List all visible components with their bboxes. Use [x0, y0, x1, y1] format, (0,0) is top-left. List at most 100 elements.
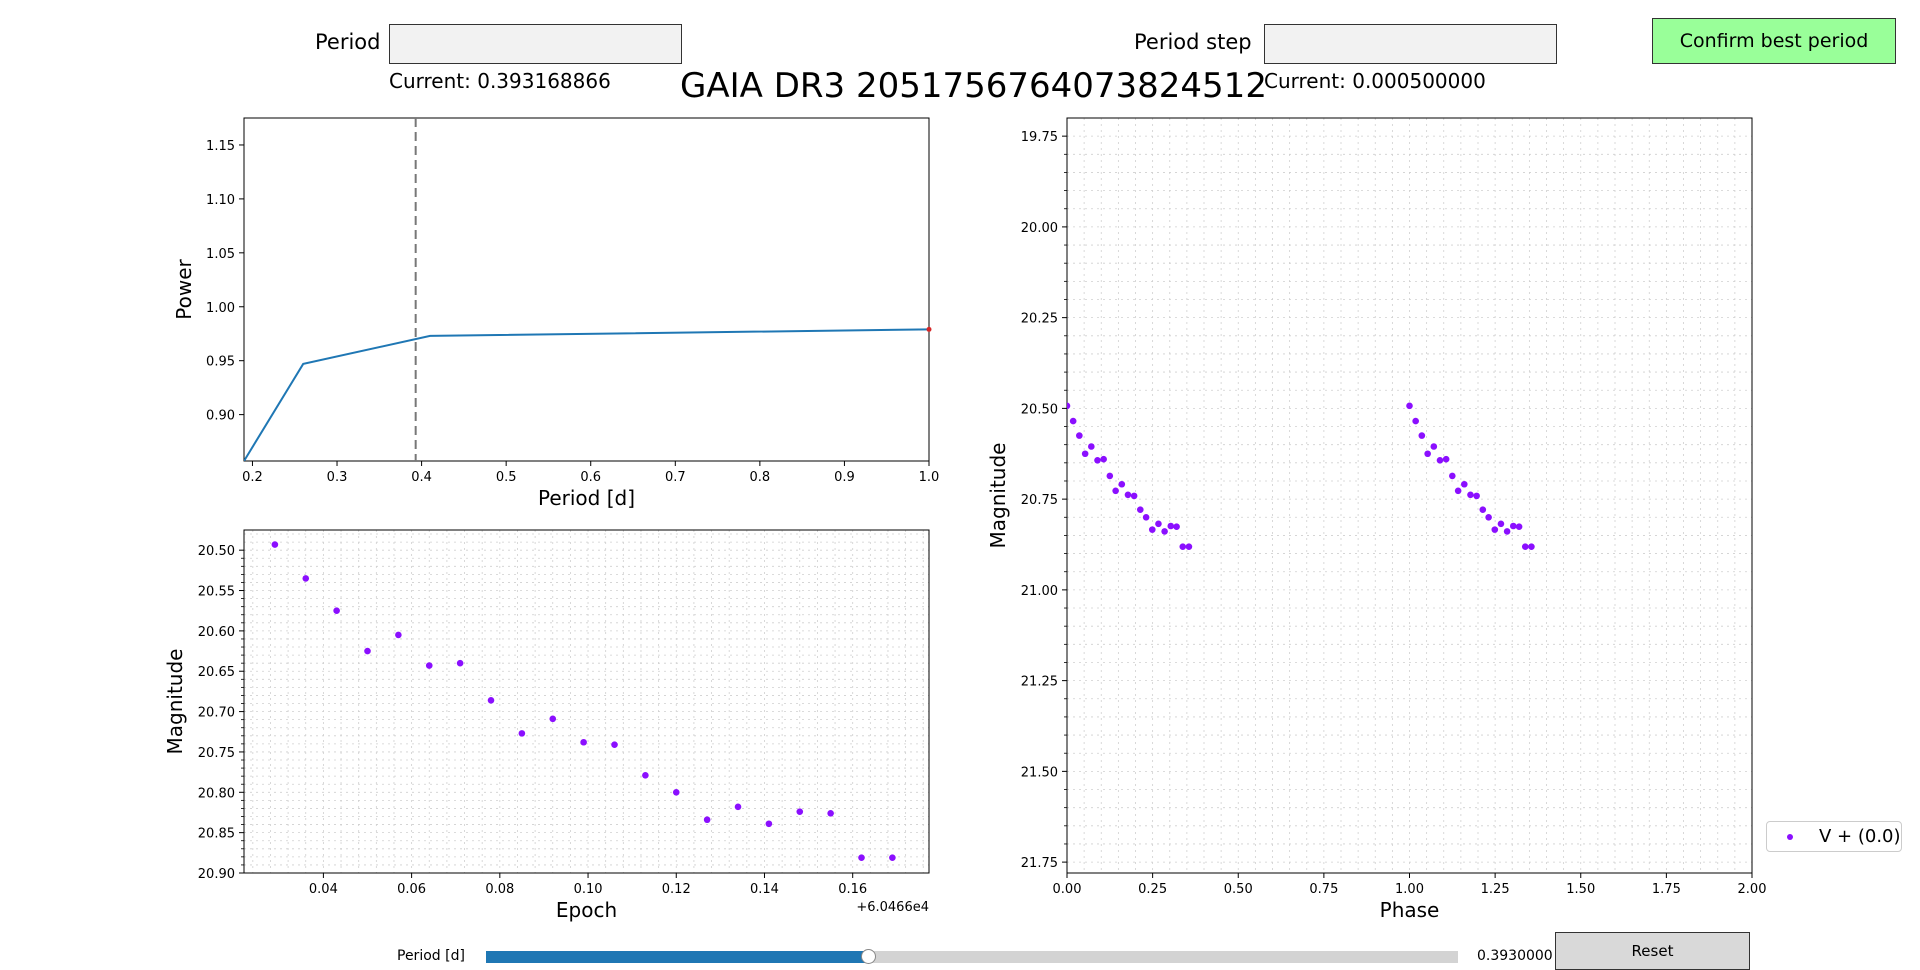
x-tick-label: 0.2 [242, 470, 263, 485]
data-point [1148, 526, 1156, 533]
x-tick-label: 1.25 [1481, 882, 1510, 897]
data-point-repeated [1467, 491, 1474, 499]
y-axis-label: Magnitude [163, 649, 187, 755]
data-point [1173, 523, 1180, 531]
data-point [518, 730, 526, 737]
data-point [1076, 432, 1083, 439]
x-tick-label: 0.9 [834, 470, 855, 485]
data-point [642, 772, 649, 779]
x-tick-label: 0.6 [580, 470, 601, 485]
axes-frame [243, 529, 930, 874]
data-point [703, 816, 711, 824]
x-tick-label: 0.5 [496, 470, 517, 485]
y-tick-label: 20.85 [198, 827, 235, 842]
data-point [1069, 417, 1077, 425]
period-step-current-text: Current: 0.000500000 [1264, 69, 1486, 93]
data-point [364, 647, 371, 655]
legend-label: V + (0.0) [1819, 826, 1901, 847]
axes-frame [243, 117, 930, 462]
period-slider-handle[interactable] [860, 949, 876, 964]
x-tick-label: 1.50 [1566, 882, 1595, 897]
data-point-repeated [1412, 417, 1419, 425]
y-tick-label: 0.90 [206, 409, 235, 424]
data-point-repeated [1406, 402, 1413, 410]
y-tick-label: 19.75 [1021, 130, 1058, 145]
y-tick-label: 20.75 [198, 746, 235, 761]
data-point [271, 541, 279, 548]
data-point [580, 738, 587, 746]
phased-chart: 0.00 0.25 0.50 0.75 1.00 1.25 1.50 1.75 2.00 19.7… [986, 117, 1767, 922]
reset-button[interactable]: Reset [1555, 932, 1750, 970]
y-axis-label: Magnitude [986, 443, 1010, 549]
slider-value-text: 0.3930000 [1477, 948, 1553, 964]
data-point-repeated [1491, 526, 1499, 533]
data-point-repeated [1485, 513, 1492, 521]
data-point [734, 803, 742, 811]
y-tick-label: 1.15 [206, 139, 235, 154]
data-point-repeated [1436, 456, 1444, 464]
data-point [611, 741, 618, 748]
data-point [302, 575, 310, 582]
y-tick-label: 21.50 [1021, 765, 1058, 780]
lightcurve-chart: 0.04 0.06 0.08 0.10 0.12 0.14 0.16 20.50 20.55 20… [163, 529, 930, 922]
y-tick-label: 1.00 [206, 301, 235, 316]
data-point-repeated [1479, 506, 1487, 513]
y-tick-label: 20.25 [1021, 312, 1058, 327]
data-point-repeated [1461, 480, 1468, 488]
data-point [1136, 506, 1144, 513]
x-tick-label: 0.06 [397, 882, 426, 897]
x-tick-label: 1.75 [1652, 882, 1681, 897]
period-label: Period [315, 30, 381, 54]
y-tick-label: 1.10 [206, 193, 235, 208]
y-tick-label: 20.75 [1021, 493, 1058, 508]
data-point-repeated [1521, 543, 1529, 550]
x-tick-label: 0.04 [309, 882, 338, 897]
period-input[interactable] [389, 24, 682, 64]
x-offset-text: +6.0466e4 [856, 900, 929, 915]
data-point [1106, 472, 1114, 480]
data-point [1161, 528, 1168, 535]
x-tick-label: 0.16 [838, 882, 867, 897]
data-point [1179, 543, 1187, 550]
x-tick-label: 0.7 [665, 470, 686, 485]
data-point [858, 854, 865, 861]
data-point-repeated [1515, 523, 1523, 531]
data-point [1094, 456, 1101, 464]
x-tick-label: 0.50 [1224, 882, 1253, 897]
data-point [1142, 513, 1150, 521]
data-point [796, 808, 804, 815]
y-tick-label: 20.50 [198, 544, 235, 559]
data-point [1100, 455, 1107, 463]
data-point [395, 631, 402, 639]
x-tick-label: 0.4 [411, 470, 432, 485]
x-tick-label: 0.3 [327, 470, 348, 485]
data-point-repeated [1454, 487, 1462, 495]
data-point [549, 715, 557, 723]
data-point [425, 662, 433, 669]
data-point [1081, 450, 1089, 458]
data-point [1067, 402, 1071, 410]
data-point [1167, 522, 1175, 530]
y-tick-label: 20.70 [198, 706, 235, 721]
period-slider-fill [486, 951, 868, 963]
data-point [672, 788, 680, 796]
x-tick-label: 0.75 [1309, 882, 1338, 897]
x-axis-label: Period [d] [538, 486, 635, 510]
x-tick-label: 1.00 [1395, 882, 1424, 897]
x-tick-label: 1.0 [919, 470, 940, 485]
grid [244, 530, 929, 874]
y-tick-label: 20.50 [1021, 402, 1058, 417]
data-point [1124, 491, 1132, 499]
y-tick-label: 21.75 [1021, 856, 1058, 871]
x-tick-label: 2.00 [1738, 882, 1767, 897]
x-axis-label: Phase [1380, 898, 1440, 922]
x-tick-label: 0.12 [662, 882, 691, 897]
y-tick-label: 21.00 [1021, 584, 1058, 599]
data-point [1130, 492, 1138, 500]
confirm-best-period-button[interactable]: Confirm best period [1652, 18, 1896, 64]
x-tick-label: 0.25 [1138, 882, 1167, 897]
data-point [1155, 520, 1162, 528]
period-step-input[interactable] [1264, 24, 1557, 64]
y-axis-label: Power [172, 258, 196, 319]
x-axis-label: Epoch [556, 898, 617, 922]
